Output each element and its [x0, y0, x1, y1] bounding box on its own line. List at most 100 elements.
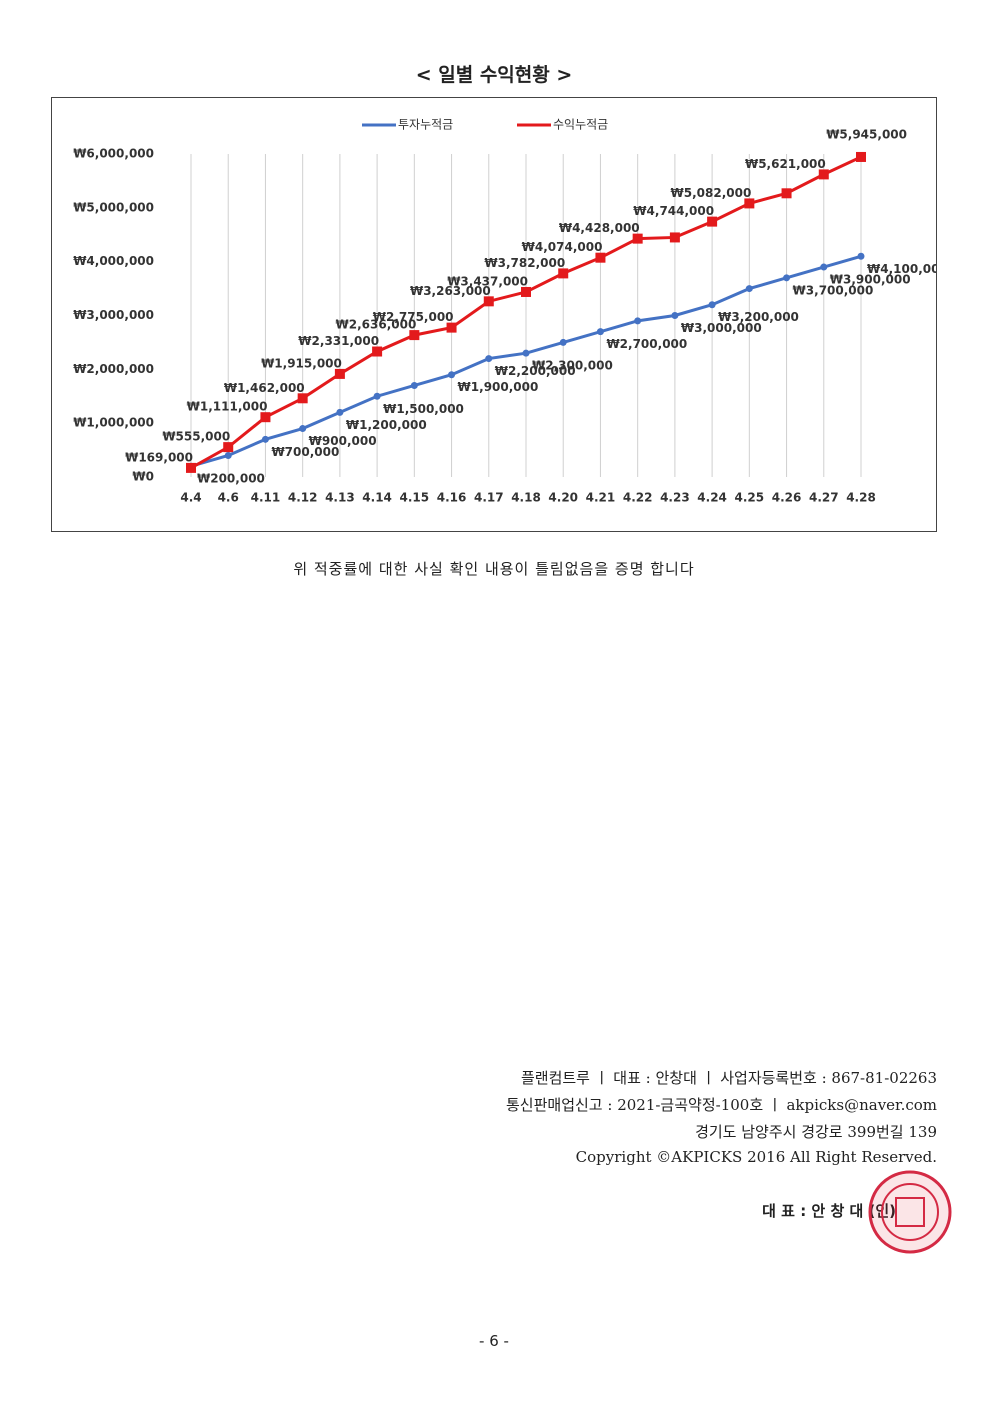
- statement: 위 적중률에 대한 사실 확인 내용이 틀림없음을 증명 합니다: [293, 560, 695, 578]
- x-tick-label: 4.24: [697, 491, 727, 505]
- marker: [818, 169, 829, 180]
- x-tick-label: 4.26: [772, 491, 802, 505]
- marker: [224, 451, 232, 459]
- marker: [334, 368, 345, 379]
- data-label: ₩4,744,000: [633, 204, 714, 218]
- data-label: ₩2,700,000: [606, 337, 687, 351]
- marker: [669, 232, 680, 243]
- marker: [372, 346, 383, 357]
- marker: [856, 151, 866, 162]
- data-label: ₩2,300,000: [532, 359, 613, 373]
- x-tick-label: 4.14: [362, 491, 392, 505]
- data-label: ₩1,900,000: [458, 380, 539, 394]
- marker: [446, 322, 457, 333]
- y-tick-label: ₩3,000,000: [73, 308, 154, 322]
- data-label: ₩5,945,000: [826, 127, 907, 141]
- marker: [522, 349, 530, 357]
- marker: [781, 188, 792, 199]
- x-tick-label: 4.22: [623, 491, 653, 505]
- x-tick-label: 4.16: [437, 491, 467, 505]
- data-label: ₩3,900,000: [830, 273, 911, 287]
- y-tick-label: ₩6,000,000: [73, 147, 154, 161]
- data-label: ₩3,263,000: [410, 284, 491, 298]
- marker: [708, 301, 716, 309]
- page-number: - 6 -: [479, 1332, 509, 1350]
- y-tick-label: ₩5,000,000: [73, 200, 154, 214]
- marker: [336, 408, 344, 416]
- x-tick-label: 4.23: [660, 491, 690, 505]
- footer-line: 경기도 남양주시 경강로 399번길 139: [695, 1123, 937, 1141]
- data-label: ₩2,636,000: [336, 318, 417, 332]
- data-label: ₩4,428,000: [559, 221, 640, 235]
- data-label: ₩1,111,000: [187, 400, 268, 414]
- marker: [745, 285, 753, 293]
- x-tick-label: 4.6: [218, 491, 239, 505]
- marker: [820, 263, 828, 271]
- data-label: ₩3,437,000: [447, 274, 528, 288]
- marker: [410, 381, 418, 389]
- data-label: ₩4,074,000: [522, 240, 603, 254]
- data-label: ₩700,000: [271, 445, 339, 459]
- legend-label: 수익누적금: [553, 118, 608, 132]
- marker: [223, 442, 234, 453]
- data-label: ₩169,000: [125, 450, 193, 464]
- legend-label: 투자누적금: [398, 118, 453, 132]
- data-label: ₩1,915,000: [261, 356, 342, 370]
- marker: [596, 328, 604, 336]
- marker: [857, 252, 865, 260]
- data-label: ₩555,000: [162, 430, 230, 444]
- signature: 대 표 : 안 창 대 (인): [762, 1202, 896, 1220]
- footer-line: 통신판매업신고 : 2021-금곡약정-100호 ㅣ akpicks@naver…: [506, 1096, 937, 1114]
- marker: [297, 393, 308, 404]
- stamp: [868, 1170, 952, 1254]
- footer-line: Copyright ©AKPICKS 2016 All Right Reserv…: [575, 1148, 937, 1166]
- marker: [409, 330, 420, 341]
- data-label: ₩1,462,000: [224, 381, 305, 395]
- data-label: ₩1,500,000: [383, 402, 464, 416]
- marker: [261, 435, 269, 443]
- data-label: ₩2,331,000: [298, 334, 379, 348]
- data-label: ₩5,621,000: [745, 157, 826, 171]
- data-label: ₩5,082,000: [671, 186, 752, 200]
- marker: [632, 233, 643, 244]
- x-tick-label: 4.17: [474, 491, 504, 505]
- data-label: ₩3,782,000: [484, 256, 565, 270]
- data-label: ₩3,000,000: [681, 321, 762, 335]
- marker: [634, 317, 642, 325]
- x-tick-label: 4.25: [735, 491, 765, 505]
- data-label: ₩2,775,000: [373, 310, 454, 324]
- x-tick-label: 4.13: [325, 491, 355, 505]
- x-tick-label: 4.15: [400, 491, 430, 505]
- x-tick-label: 4.28: [846, 491, 876, 505]
- marker: [260, 412, 271, 423]
- x-tick-label: 4.20: [548, 491, 578, 505]
- x-tick-label: 4.4: [180, 491, 201, 505]
- marker: [783, 274, 791, 282]
- y-tick-label: ₩0: [132, 470, 154, 484]
- x-tick-label: 4.12: [288, 491, 318, 505]
- marker: [558, 268, 569, 279]
- y-tick-label: ₩1,000,000: [73, 416, 154, 430]
- marker: [744, 198, 755, 209]
- data-label: ₩900,000: [309, 434, 377, 448]
- marker: [485, 355, 493, 363]
- footer-line: 플랜컴트루 ㅣ 대표 : 안창대 ㅣ 사업자등록번호 : 867-81-0226…: [520, 1069, 937, 1087]
- marker: [186, 462, 196, 473]
- marker: [521, 286, 531, 297]
- x-tick-label: 4.11: [251, 491, 281, 505]
- data-label: ₩1,200,000: [346, 418, 427, 432]
- x-tick-label: 4.27: [809, 491, 839, 505]
- marker: [671, 312, 679, 319]
- chart: ₩0 ₩1,000,000 ₩2,000,000 ₩3,000,000 ₩4,000,0…: [51, 97, 937, 532]
- data-label: ₩200,000: [197, 472, 265, 486]
- data-label: ₩4,100,000: [867, 262, 937, 276]
- marker: [299, 425, 307, 433]
- data-label: ₩2,200,000: [495, 364, 576, 378]
- y-tick-label: ₩2,000,000: [73, 362, 154, 376]
- marker: [595, 252, 606, 263]
- marker: [373, 392, 381, 400]
- marker: [483, 296, 494, 307]
- marker: [559, 338, 567, 346]
- data-label: ₩3,700,000: [793, 283, 874, 297]
